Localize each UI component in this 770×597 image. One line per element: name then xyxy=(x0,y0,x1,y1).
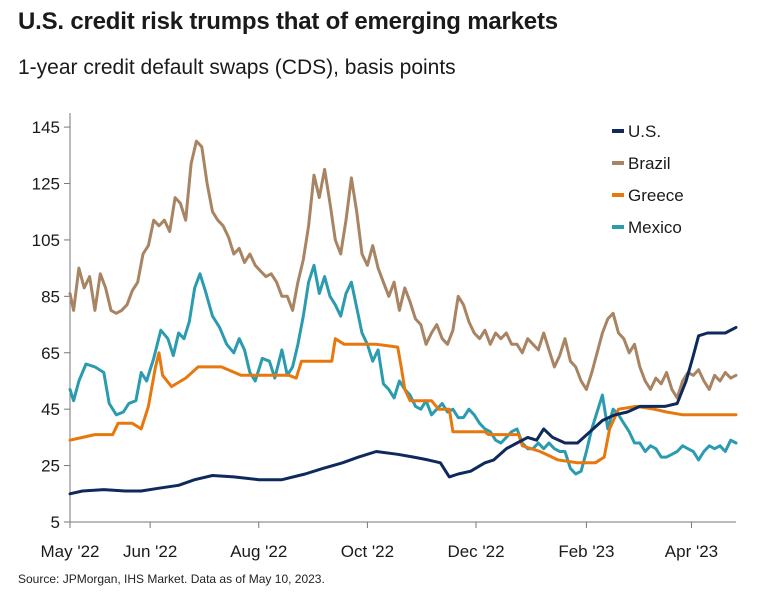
x-tick-label: May '22 xyxy=(41,542,100,561)
series-line-mexico xyxy=(68,263,738,476)
legend-label: Greece xyxy=(628,186,684,205)
legend-label: U.S. xyxy=(628,122,661,141)
y-tick-label: 5 xyxy=(51,513,60,532)
legend-label: Brazil xyxy=(628,154,671,173)
x-tick-label: Dec '22 xyxy=(447,542,504,561)
chart-subtitle: 1-year credit default swaps (CDS), basis… xyxy=(18,56,456,79)
y-tick-label: 125 xyxy=(32,175,60,194)
y-tick-label: 25 xyxy=(41,457,60,476)
x-tick-label: Oct '22 xyxy=(341,542,394,561)
y-tick-label: 65 xyxy=(41,344,60,363)
series-line-greece xyxy=(68,337,738,465)
source-note: Source: JPMorgan, IHS Market. Data as of… xyxy=(18,572,325,586)
x-tick-label: Aug '22 xyxy=(230,542,287,561)
chart-title: U.S. credit risk trumps that of emerging… xyxy=(18,8,558,35)
y-tick-label: 85 xyxy=(41,287,60,306)
x-tick-label: Apr '23 xyxy=(665,542,718,561)
y-tick-label: 45 xyxy=(41,400,60,419)
x-tick-label: Feb '23 xyxy=(558,542,614,561)
series-line-us xyxy=(68,325,738,496)
y-tick-label: 145 xyxy=(32,118,60,137)
legend-label: Mexico xyxy=(628,218,682,237)
y-tick-label: 105 xyxy=(32,231,60,250)
x-tick-label: Jun '22 xyxy=(123,542,177,561)
series-line-brazil xyxy=(68,139,738,400)
